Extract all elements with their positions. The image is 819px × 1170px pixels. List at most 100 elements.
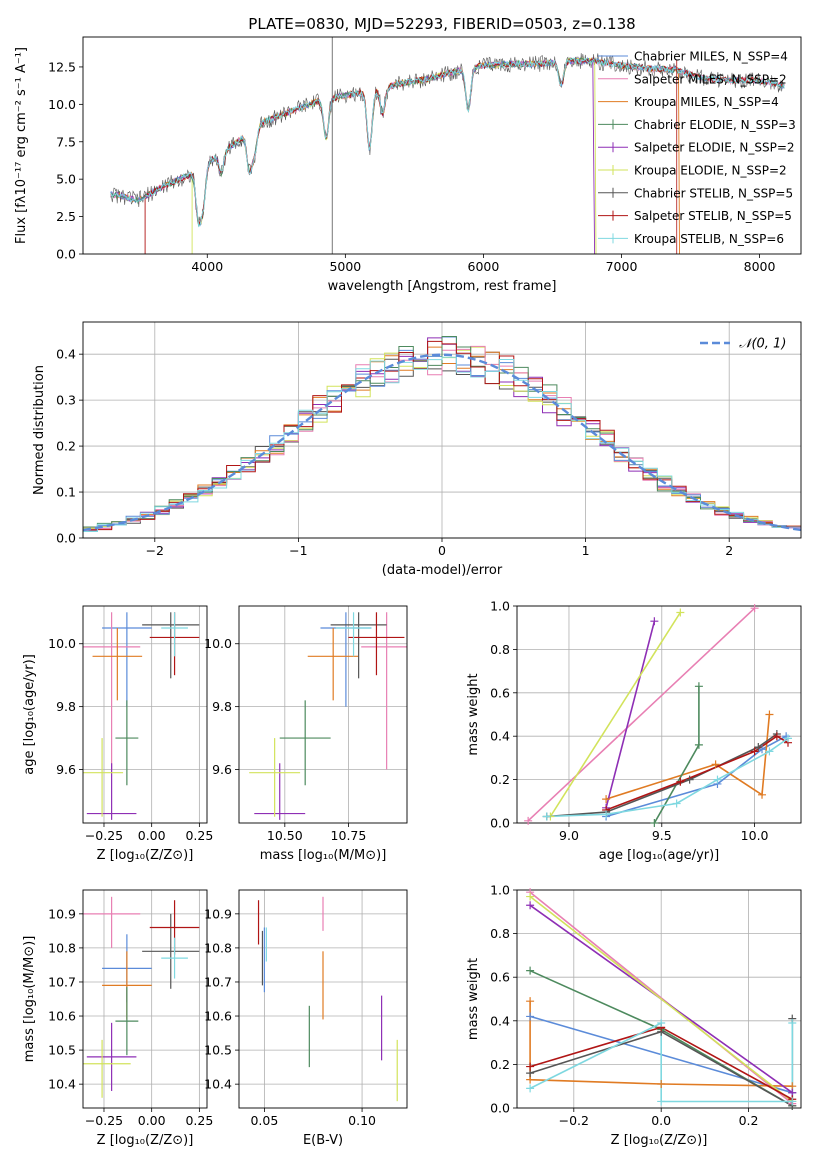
x-tick-label: 2 <box>725 543 733 558</box>
y-tick-label: 0.4 <box>490 729 510 744</box>
y-axis-label: Flux [fλ10⁻¹⁷ erg cm⁻² s⁻¹ A⁻¹] <box>14 47 29 244</box>
errorbar-point-3 <box>279 700 331 786</box>
x-axis-label: E(B-V) <box>303 1133 343 1148</box>
legend-label: Salpeter STELIB, N_SSP=5 <box>634 209 792 223</box>
y-axis-label: mass [log₁₀(M/M⊙)] <box>22 936 37 1063</box>
errorbar-point-4 <box>86 763 137 820</box>
weight-marker <box>694 740 703 749</box>
y-tick-label: 12.5 <box>48 59 76 74</box>
weight-series-4 <box>605 620 656 809</box>
y-tick-label: 0.0 <box>490 816 510 831</box>
errorbar-point-0 <box>320 612 372 707</box>
x-tick-label: 6000 <box>468 259 500 274</box>
errorbar-point-1 <box>361 612 407 770</box>
errorbar-point-8 <box>335 612 372 657</box>
y-tick-label: 1.0 <box>490 599 510 614</box>
y-tick-label: 10.6 <box>204 1009 232 1024</box>
x-tick-label: 0.0 <box>651 1113 671 1128</box>
legend-label: Chabrier STELIB, N_SSP=5 <box>634 186 793 200</box>
x-axis-label: mass [log₁₀(M/M⊙)] <box>260 848 387 863</box>
y-tick-label: 0.6 <box>490 970 510 985</box>
errorbar-point-3 <box>115 700 139 786</box>
x-tick-label: 10.0 <box>741 828 769 843</box>
axes-frame <box>82 36 802 255</box>
spectrum-series-4 <box>110 56 596 254</box>
weight-marker <box>526 966 535 975</box>
errorbar-point-8 <box>161 937 188 979</box>
weight-marker <box>526 1062 535 1071</box>
errorbar-point-5 <box>83 738 124 817</box>
errorbar-point-2 <box>92 628 143 701</box>
weight-marker <box>765 710 774 719</box>
weight-marker <box>694 682 703 691</box>
y-tick-label: 10.9 <box>204 906 232 921</box>
y-tick-label: 10.7 <box>48 974 76 989</box>
legend-label: Kroupa STELIB, N_SSP=6 <box>634 232 784 246</box>
legend-label: Salpeter ELODIE, N_SSP=2 <box>634 141 795 155</box>
weight-series-0 <box>605 735 787 818</box>
axes-frame <box>82 321 802 539</box>
y-tick-label: 0.2 <box>490 1057 510 1072</box>
errorbar-point-4 <box>254 763 306 820</box>
weight-marker <box>676 777 685 786</box>
weight-marker <box>650 617 659 626</box>
weight-marker <box>602 810 611 819</box>
y-tick-label: 0.3 <box>56 393 76 408</box>
weight-series-2 <box>529 1001 793 1087</box>
panel-weight_vs_age: 9.0 9.5 10.0 0.0 0.2 0.4 0.6 0.8 1.0 age [log₁₀(a… <box>466 599 802 863</box>
x-tick-label: 0 <box>438 543 446 558</box>
legend-label: Chabrier MILES, N_SSP=4 <box>634 50 788 64</box>
y-tick-label: 1.0 <box>490 883 510 898</box>
y-tick-label: 0.0 <box>490 1101 510 1116</box>
weight-marker <box>788 1097 797 1106</box>
x-tick-label: −2 <box>146 543 164 558</box>
y-tick-label: 9.8 <box>212 699 232 714</box>
errorbar-point-2 <box>307 628 359 701</box>
y-tick-label: 10.7 <box>204 974 232 989</box>
legend-label: Kroupa ELODIE, N_SSP=2 <box>634 164 787 178</box>
weight-marker <box>711 760 720 769</box>
weight-marker <box>526 997 535 1006</box>
weight-marker <box>772 732 781 741</box>
x-tick-label: 0.25 <box>185 828 213 843</box>
y-tick-label: 0.2 <box>490 772 510 787</box>
weight-marker <box>657 1018 666 1027</box>
x-tick-label: −0.25 <box>85 1113 123 1128</box>
plot-area <box>249 612 407 820</box>
errorbar-point-8 <box>161 612 188 657</box>
x-tick-label: 1 <box>582 543 590 558</box>
errorbar-point-1 <box>83 896 141 948</box>
x-tick-label: 7000 <box>606 259 638 274</box>
legend-label: Chabrier ELODIE, N_SSP=3 <box>634 118 796 132</box>
weight-marker <box>750 604 759 613</box>
x-tick-label: 0.00 <box>138 1113 166 1128</box>
errorbar-point-6 <box>142 612 200 679</box>
weight-marker <box>526 901 535 910</box>
weight-marker <box>602 795 611 804</box>
plot-area <box>83 896 200 1098</box>
legend-label: Kroupa MILES, N_SSP=4 <box>634 95 779 109</box>
weight-marker <box>754 743 763 752</box>
x-axis-label: (data-model)/error <box>382 563 503 578</box>
errorbar-point-0 <box>102 612 152 707</box>
y-tick-label: 0.4 <box>490 1013 510 1028</box>
spectrum-series-7 <box>144 57 785 254</box>
weight-series-5 <box>529 895 793 1103</box>
y-tick-label: 10.4 <box>204 1077 232 1092</box>
errorbar-point-4 <box>86 1022 137 1091</box>
y-axis-label: age [log₁₀(age/yr)] <box>22 654 37 775</box>
y-tick-label: 0.6 <box>490 685 510 700</box>
weight-marker <box>526 892 535 901</box>
x-tick-label: −1 <box>289 543 307 558</box>
weight-series-2 <box>605 714 771 800</box>
weight-marker <box>526 1012 535 1021</box>
y-tick-label: 0.8 <box>490 642 510 657</box>
errorbar-point-6 <box>142 913 200 989</box>
weight-series-1 <box>529 891 793 1105</box>
y-tick-label: 0.1 <box>56 485 76 500</box>
x-tick-label: −0.25 <box>85 828 123 843</box>
y-tick-label: 10.5 <box>48 1043 76 1058</box>
legend-label: 𝒩(0, 1) <box>739 337 786 352</box>
x-axis-label: wavelength [Angstrom, rest frame] <box>328 279 557 294</box>
panel-age_vs_Z: −0.25 0.00 0.25 9.6 9.8 10.0 Z [log₁₀(Z/Z⊙)] ag… <box>22 605 213 863</box>
